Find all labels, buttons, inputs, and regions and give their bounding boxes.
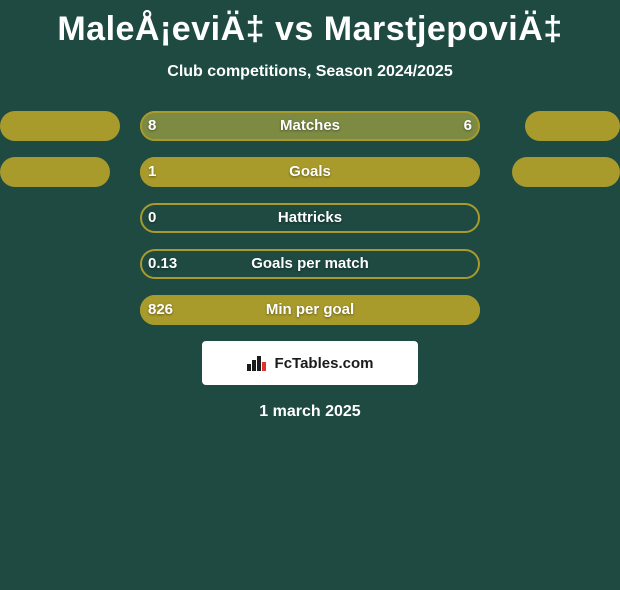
left-value: 0.13 [148, 249, 177, 279]
stat-label: Min per goal [140, 295, 480, 325]
stat-row: Matches8 6 [0, 111, 620, 141]
left-side-pill [0, 111, 120, 141]
right-side-pill [525, 111, 620, 141]
stat-row: Min per goal826 [0, 295, 620, 325]
stat-row: Goals1 [0, 157, 620, 187]
left-value: 0 [148, 203, 156, 233]
left-value: 826 [148, 295, 173, 325]
stat-label: Hattricks [140, 203, 480, 233]
stat-row: Hattricks0 [0, 203, 620, 233]
comparison-chart: Matches8 6 Goals1 Hattricks0 Goals per match… [0, 111, 620, 325]
fctables-badge: FcTables.com [202, 341, 418, 385]
comparison-title: MaleÅ¡eviÄ‡ vs MarstjepoviÄ‡ [0, 10, 620, 49]
right-value: 6 [464, 111, 472, 141]
snapshot-date: 1 march 2025 [0, 403, 620, 421]
bars-icon [247, 355, 269, 371]
stat-row: Goals per match0.13 [0, 249, 620, 279]
left-side-pill [0, 157, 110, 187]
stat-label: Goals per match [140, 249, 480, 279]
left-value: 8 [148, 111, 156, 141]
left-value: 1 [148, 157, 156, 187]
right-side-pill [512, 157, 620, 187]
stat-label: Goals [140, 157, 480, 187]
badge-text: FcTables.com [275, 355, 374, 372]
comparison-subtitle: Club competitions, Season 2024/2025 [0, 63, 620, 81]
stat-label: Matches [140, 111, 480, 141]
